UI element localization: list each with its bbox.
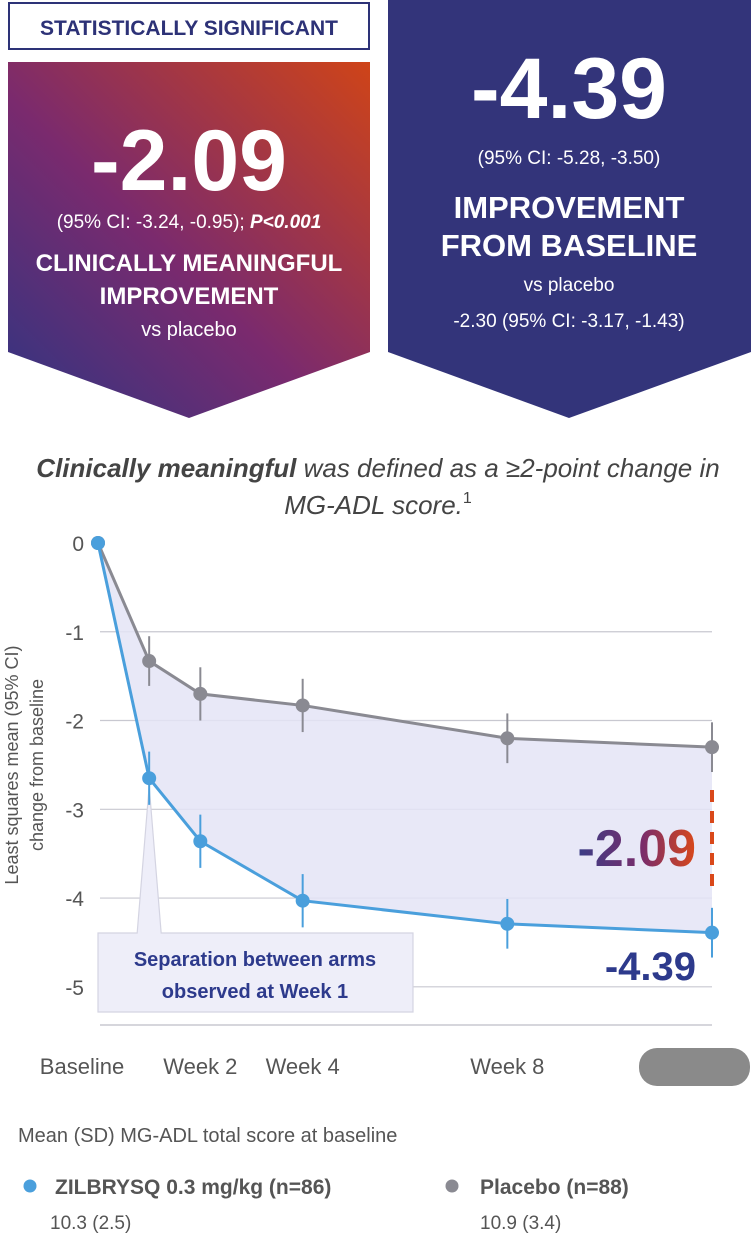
- left-ci: (95% CI: -3.24, -0.95); P<0.001: [57, 212, 322, 233]
- y-tick-label: -4: [65, 888, 84, 911]
- shaded-difference: [98, 543, 712, 933]
- series-line: [96, 542, 713, 749]
- legend-label: Placebo (n=88): [480, 1176, 629, 1199]
- right-heading: FROM BASELINE: [441, 228, 698, 263]
- data-point: [500, 916, 515, 931]
- note: MG-ADL score.1: [284, 490, 472, 520]
- data-point: [91, 536, 105, 550]
- p-value: P<0.001: [250, 212, 321, 233]
- legend: Placebo (n=88) 10.9 (3.4) ZILBRYSQ 0.3 mg/…: [23, 1176, 629, 1234]
- right-box: [388, 0, 751, 418]
- data-point: [142, 771, 157, 786]
- week12-pill: [639, 1048, 750, 1086]
- legend-title: Mean (SD) MG-ADL total score at baseline: [18, 1125, 397, 1147]
- data-point: [705, 740, 719, 755]
- y-tick-label: 0: [72, 533, 84, 556]
- callout-box: [97, 786, 414, 1013]
- right-ci: (95% CI: -5.28, -3.50): [478, 148, 661, 169]
- badge-box: [8, 2, 370, 50]
- note: Clinically meaningful was defined as a ≥…: [36, 453, 719, 483]
- right-heading: IMPROVEMENT: [454, 190, 685, 225]
- badge: STATISTICALLY SIGNIFICANT: [40, 17, 338, 40]
- x-tick-label: Baseline: [40, 1054, 124, 1079]
- data-point: [193, 834, 208, 849]
- legend-baseline: 10.3 (2.5): [50, 1213, 131, 1234]
- callout-text: observed at Week 1: [162, 981, 348, 1003]
- data-point: [705, 925, 719, 940]
- x-tick-label: Week 4: [266, 1054, 340, 1079]
- footnote: 1: [463, 490, 472, 507]
- data-point: [295, 893, 310, 908]
- left-value: -2.09: [91, 113, 287, 209]
- legend-swatch: [445, 1179, 459, 1193]
- y-tick-label: -5: [65, 977, 84, 1000]
- left-subheading: vs placebo: [141, 319, 237, 341]
- data-point: [295, 698, 310, 713]
- legend-swatch: [23, 1179, 37, 1193]
- callout-text: Separation between arms: [134, 949, 376, 971]
- data-point: [142, 654, 157, 669]
- difference-annotation: -2.09: [577, 820, 696, 878]
- data-point: [193, 686, 208, 701]
- series-line: [96, 542, 713, 935]
- right-value: -4.39: [471, 41, 667, 137]
- right-comparison: -2.30 (95% CI: -3.17, -1.43): [453, 311, 684, 332]
- left-box: [8, 62, 370, 418]
- y-tick-label: -1: [65, 622, 84, 645]
- y-axis-label: Least squares mean (95% CI): [2, 645, 22, 884]
- legend-baseline: 10.9 (3.4): [480, 1213, 561, 1234]
- left-heading: CLINICALLY MEANINGFUL: [36, 250, 343, 277]
- y-axis-label: change from baseline: [27, 679, 47, 851]
- x-tick-label: Week 2: [163, 1054, 237, 1079]
- note-emphasis: Clinically meaningful: [36, 453, 297, 483]
- ci: (95% CI: -3.24, -0.95);: [57, 212, 250, 233]
- note-text: MG-ADL score.: [284, 490, 463, 520]
- x-tick-label: Week 8: [470, 1054, 544, 1079]
- data-point: [500, 731, 515, 746]
- legend-label: ZILBRYSQ 0.3 mg/kg (n=86): [55, 1176, 331, 1199]
- right-subheading: vs placebo: [524, 275, 615, 296]
- y-tick-label: -2: [65, 711, 84, 734]
- left-heading: IMPROVEMENT: [100, 283, 279, 310]
- treatment-annotation: -4.39: [605, 945, 696, 989]
- y-tick-label: -3: [65, 799, 84, 822]
- note-text: was defined as a ≥2-point change in: [296, 453, 719, 483]
